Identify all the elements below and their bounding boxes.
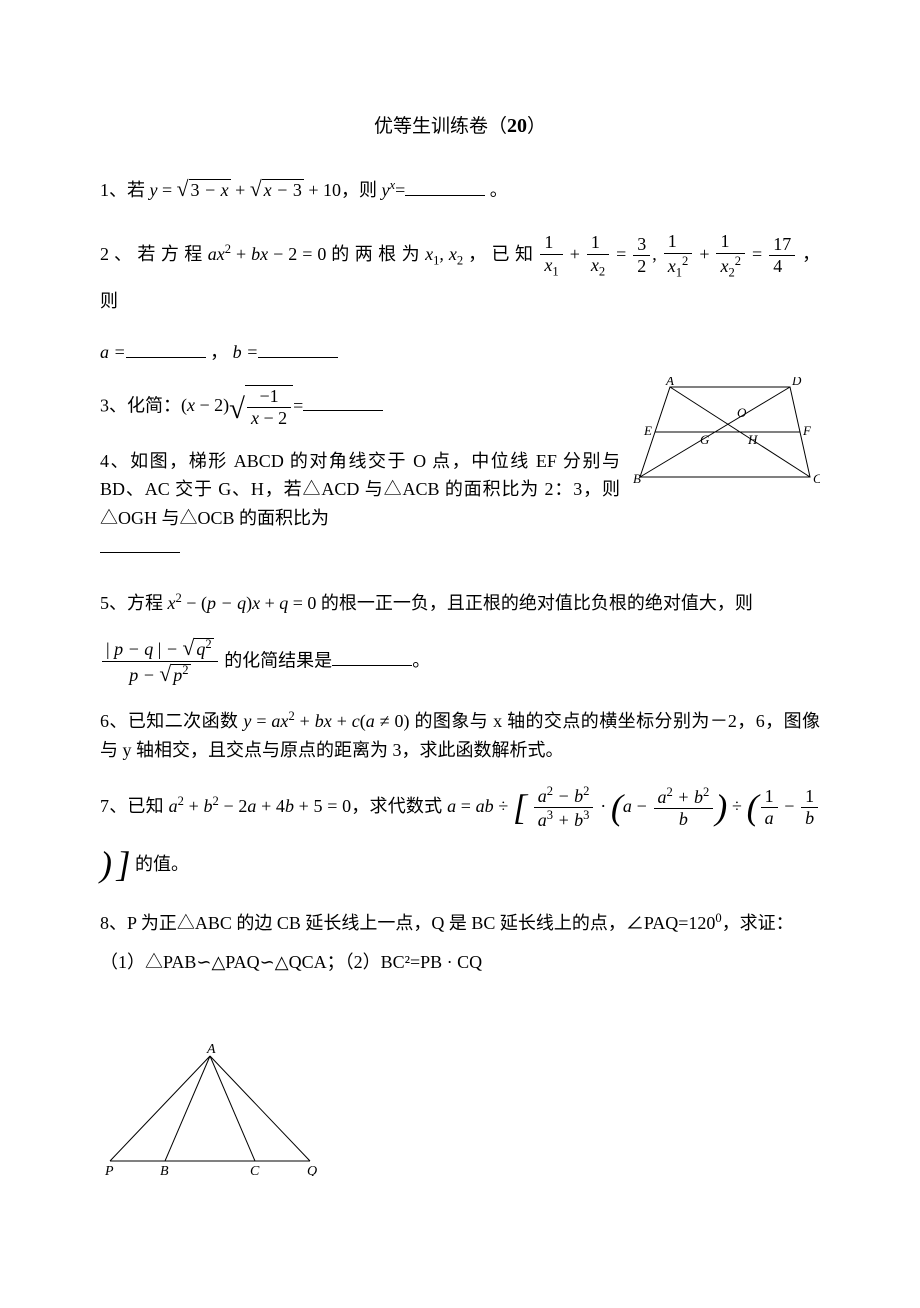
q2-text-a: 2 、 若 方 程: [100, 244, 208, 264]
q3-text-a: 3、化简：: [100, 395, 181, 415]
q8-sub: （1）△PAB∽△PAQ∽△QCA；（2）BC²=PB · CQ: [100, 948, 820, 977]
label-F: F: [802, 423, 812, 438]
q5-blank: [332, 648, 412, 666]
q2-a-label: a =: [100, 342, 126, 362]
label-C: C: [813, 471, 820, 486]
q7-text-b: ，求代数式: [351, 796, 447, 816]
q2-cond: 1x1 + 1x2 = 32, 1x12 + 1x22 = 174: [538, 244, 802, 264]
q2-blank-a: [126, 340, 206, 358]
problem-7: 7、已知 a2 + b2 − 2a + 4b + 5 = 0，求代数式 a = …: [100, 779, 820, 894]
q1-blank: [405, 178, 485, 196]
tri-label-P: P: [104, 1164, 114, 1176]
tri-label-Q: Q: [307, 1164, 317, 1176]
q1-text-a: 1、若: [100, 180, 150, 200]
q1-text-b: ，则: [341, 180, 382, 200]
problem-5: 5、方程 x2 − (p − q)x + q = 0 的根一正一负，且正根的绝对…: [100, 588, 820, 689]
title-number: 20: [507, 115, 527, 137]
q3-blank: [303, 393, 383, 411]
q5-text-b: 的根一正一负，且正根的绝对值比负根的绝对值大，则: [316, 593, 753, 613]
q3-expr: (x − 2)√−1x − 2: [181, 395, 293, 415]
title-suffix: ）: [527, 116, 546, 137]
label-D: D: [791, 377, 802, 388]
label-B: B: [633, 471, 641, 486]
label-H: H: [747, 432, 758, 447]
q2-b-label: b =: [233, 342, 259, 362]
q1-yx: yx: [381, 180, 395, 200]
q2-blank-b: [258, 340, 338, 358]
q5-text-a: 5、方程: [100, 593, 168, 613]
q4-blank: [100, 535, 180, 553]
q3-eq: =: [293, 395, 303, 415]
triangle-diagram: A P B C Q: [100, 1041, 330, 1176]
label-O: O: [737, 405, 747, 420]
q2-text-b: 的 两 根 为: [326, 244, 425, 264]
tri-label-B: B: [160, 1164, 169, 1176]
q7-eq1: a2 + b2 − 2a + 4b + 5 = 0: [169, 796, 352, 816]
title-prefix: 优等生训练卷（: [374, 116, 507, 137]
q6-eq: y = ax2 + bx + c(a ≠ 0): [243, 711, 409, 731]
q7-text-a: 7、已知: [100, 796, 169, 816]
q2-text-c: ， 已 知: [463, 244, 538, 264]
problem-2: 2 、 若 方 程 ax2 + bx − 2 = 0 的 两 根 为 x1, x…: [100, 231, 820, 375]
q1-eq: =: [395, 180, 405, 200]
problem-1: 1、若 y = √3 − x + √x − 3 + 10，则 yx= 。: [100, 172, 820, 207]
q5-text-c: 的化简结果是: [224, 650, 332, 670]
q5-frac: | p − q | − √q2 p − √p2: [100, 650, 224, 670]
q7-text-c: 的值。: [131, 853, 190, 873]
q8-text-b: ，求证：: [722, 913, 794, 933]
problem-6: 6、已知二次函数 y = ax2 + bx + c(a ≠ 0) 的图象与 x …: [100, 706, 820, 765]
tri-label-C: C: [250, 1164, 260, 1176]
problem-8: 8、P 为正△ABC 的边 CB 延长线上一点，Q 是 BC 延长线上的点，∠P…: [100, 908, 820, 977]
q2-eq: ax2 + bx − 2 = 0: [208, 244, 327, 264]
label-E: E: [643, 423, 652, 438]
q2-roots: x1, x2: [425, 244, 463, 264]
tri-label-A: A: [206, 1042, 216, 1057]
label-G: G: [700, 432, 710, 447]
label-A: A: [665, 377, 674, 388]
q2-comma: ，: [206, 342, 233, 362]
page-title: 优等生训练卷（20）: [100, 110, 820, 142]
q6-text-a: 6、已知二次函数: [100, 711, 243, 731]
q5-eq: x2 − (p − q)x + q = 0: [168, 593, 317, 613]
q5-text-d: 。: [412, 650, 430, 670]
q8-text-a: 8、P 为正△ABC 的边 CB 延长线上一点，Q 是 BC 延长线上的点，∠P…: [100, 913, 715, 933]
trapezoid-diagram: A D B C E F O G H: [630, 377, 820, 487]
q1-text-d: 。: [485, 180, 508, 200]
q1-math: y = √3 − x + √x − 3 + 10: [150, 180, 341, 200]
